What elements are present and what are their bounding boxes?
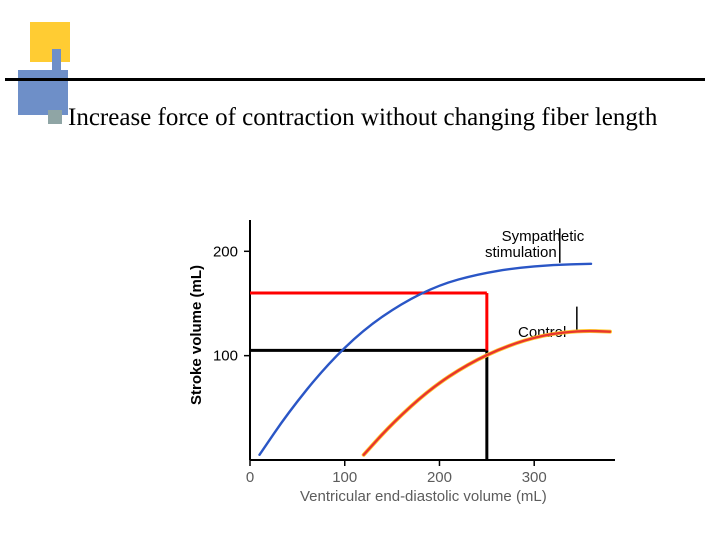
slide-root: Increase force of contraction without ch… <box>0 0 720 540</box>
decor-blue-box <box>18 70 68 115</box>
decor-yellow-box <box>30 22 70 62</box>
x-tick-label: 100 <box>332 469 357 486</box>
x-tick-label: 300 <box>522 469 547 486</box>
bullet-text: Increase force of contraction without ch… <box>68 102 710 133</box>
x-tick-label: 200 <box>427 469 452 486</box>
chart-svg: 0 100 200 300 100 200 <box>195 210 635 510</box>
y-tick-label: 200 <box>213 243 238 260</box>
bullet-row: Increase force of contraction without ch… <box>68 102 710 133</box>
header-rule <box>5 78 705 81</box>
bullet-marker <box>48 110 62 124</box>
chart-area: 0 100 200 300 100 200 <box>195 210 635 510</box>
x-tick-label: 0 <box>246 469 254 486</box>
y-tick-label: 100 <box>213 348 238 365</box>
